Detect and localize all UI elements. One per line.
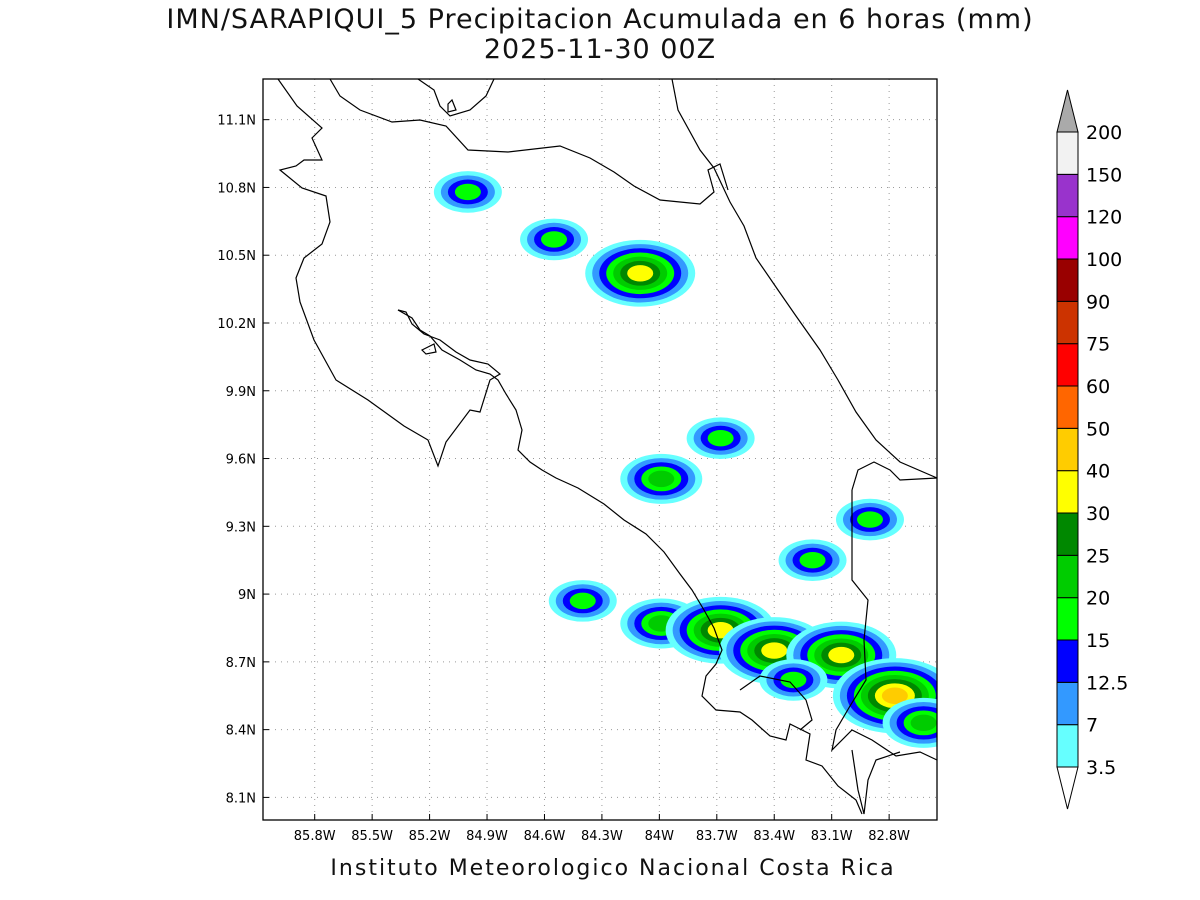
- panama-border-south: [831, 490, 937, 761]
- burica-point: [851, 749, 901, 815]
- nicaragua-coast-north: [277, 79, 502, 468]
- lon-tick-label: 85.2W: [409, 829, 451, 844]
- colorbar-label: 20: [1086, 588, 1110, 610]
- lon-tick-label: 83.1W: [811, 829, 853, 844]
- colorbar-swatch: [1056, 554, 1079, 599]
- colorbar-label: 120: [1086, 207, 1122, 229]
- colorbar-swatch: [1056, 512, 1079, 556]
- lon-tick-label: 82.8W: [868, 829, 910, 844]
- colorbar-label: 25: [1086, 545, 1110, 567]
- lat-tick-label: 9.9N: [226, 385, 256, 400]
- precip-contour: [780, 671, 807, 689]
- colorbar-top-arrow: [1056, 89, 1079, 133]
- precip-contour: [707, 430, 734, 447]
- caribbean-north: [417, 79, 495, 117]
- colorbar-label: 100: [1086, 249, 1122, 271]
- colorbar-label: 30: [1086, 503, 1110, 525]
- lon-tick-label: 83.4W: [753, 829, 795, 844]
- nicaragua-border: [329, 79, 729, 205]
- precip-contour: [828, 646, 855, 664]
- colorbar-label: 200: [1086, 122, 1122, 144]
- colorbar-swatch: [1056, 385, 1079, 429]
- map-grid: [263, 79, 937, 820]
- lat-tick-label: 8.1N: [226, 791, 256, 806]
- colorbar-label: 7: [1086, 715, 1098, 737]
- colorbar-swatch: [1056, 300, 1079, 345]
- precip-contour: [454, 183, 481, 201]
- precip-contour: [648, 470, 675, 488]
- map-title: IMN/SARAPIQUI_5 Precipitacion Acumulada …: [166, 4, 1034, 35]
- precip-contour: [910, 714, 937, 732]
- credit-line: Instituto Meteorologico Nacional Costa R…: [330, 856, 896, 881]
- colorbar-swatch: [1056, 681, 1079, 726]
- colorbar-swatch: [1056, 131, 1079, 175]
- colorbar-swatch: [1056, 597, 1079, 641]
- lat-tick-label: 10.8N: [217, 181, 256, 196]
- island-lake: [420, 343, 437, 355]
- precip-contour: [856, 511, 883, 528]
- precip-contour: [627, 265, 654, 282]
- lon-tick-label: 84.3W: [581, 829, 623, 844]
- lon-tick-label: 85.5W: [351, 829, 393, 844]
- colorbar-label: 150: [1086, 164, 1122, 186]
- panama-border: [851, 461, 937, 491]
- colorbar-label: 15: [1086, 630, 1110, 652]
- axis-ticks: 85.8W 85.5W 85.2W 84.9W 84.6W 84.3W 84W 83.7W 83…: [217, 114, 910, 844]
- caribbean-coast: [671, 79, 937, 479]
- island-north: [447, 98, 457, 113]
- lat-tick-label: 9N: [238, 588, 256, 603]
- precipitation-field: [433, 171, 937, 748]
- lat-tick-label: 9.3N: [226, 520, 256, 535]
- colorbar-swatch: [1056, 724, 1079, 768]
- lon-tick-label: 85.8W: [294, 829, 336, 844]
- colorbar-swatch: [1056, 216, 1079, 260]
- colorbar-label: 12.5: [1086, 672, 1128, 694]
- map-frame: [262, 78, 938, 821]
- precip-contour: [541, 231, 568, 248]
- lon-tick-label: 84.6W: [524, 829, 566, 844]
- colorbar-label: 40: [1086, 461, 1110, 483]
- nicoya-gulf: [397, 309, 863, 815]
- map-date: 2025-11-30 00Z: [483, 34, 717, 65]
- colorbar-swatch: [1056, 470, 1079, 514]
- colorbar-label: 60: [1086, 376, 1110, 398]
- colorbar-swatch: [1056, 343, 1079, 387]
- osa-peninsula: [739, 675, 813, 731]
- precip-contour: [569, 592, 596, 610]
- colorbar-label: 50: [1086, 418, 1110, 440]
- lon-tick-label: 84W: [645, 829, 675, 844]
- colorbar-swatch: [1056, 173, 1079, 218]
- colorbar-bottom-arrow: [1056, 766, 1079, 810]
- lat-tick-label: 8.7N: [226, 656, 256, 671]
- colorbar: 3.5 7 12.5 15 20 25 30 40 50 60 75 90 100 120 150 200: [1056, 89, 1128, 810]
- lat-tick-label: 9.6N: [226, 453, 256, 468]
- coastline: [277, 79, 937, 815]
- colorbar-swatch: [1056, 639, 1079, 683]
- lat-tick-label: 11.1N: [217, 114, 256, 129]
- lat-tick-label: 10.5N: [217, 249, 256, 264]
- lat-tick-label: 10.2N: [217, 317, 256, 332]
- precip-contour: [881, 687, 908, 704]
- colorbar-label: 90: [1086, 291, 1110, 313]
- precip-contour: [799, 551, 826, 569]
- lon-tick-label: 84.9W: [466, 829, 508, 844]
- colorbar-swatch: [1056, 258, 1079, 302]
- colorbar-swatch: [1056, 427, 1079, 472]
- colorbar-label: 75: [1086, 334, 1110, 356]
- colorbar-label: 3.5: [1086, 757, 1116, 779]
- lon-tick-label: 83.7W: [696, 829, 738, 844]
- precip-contour: [761, 642, 788, 659]
- lat-tick-label: 8.4N: [226, 724, 256, 739]
